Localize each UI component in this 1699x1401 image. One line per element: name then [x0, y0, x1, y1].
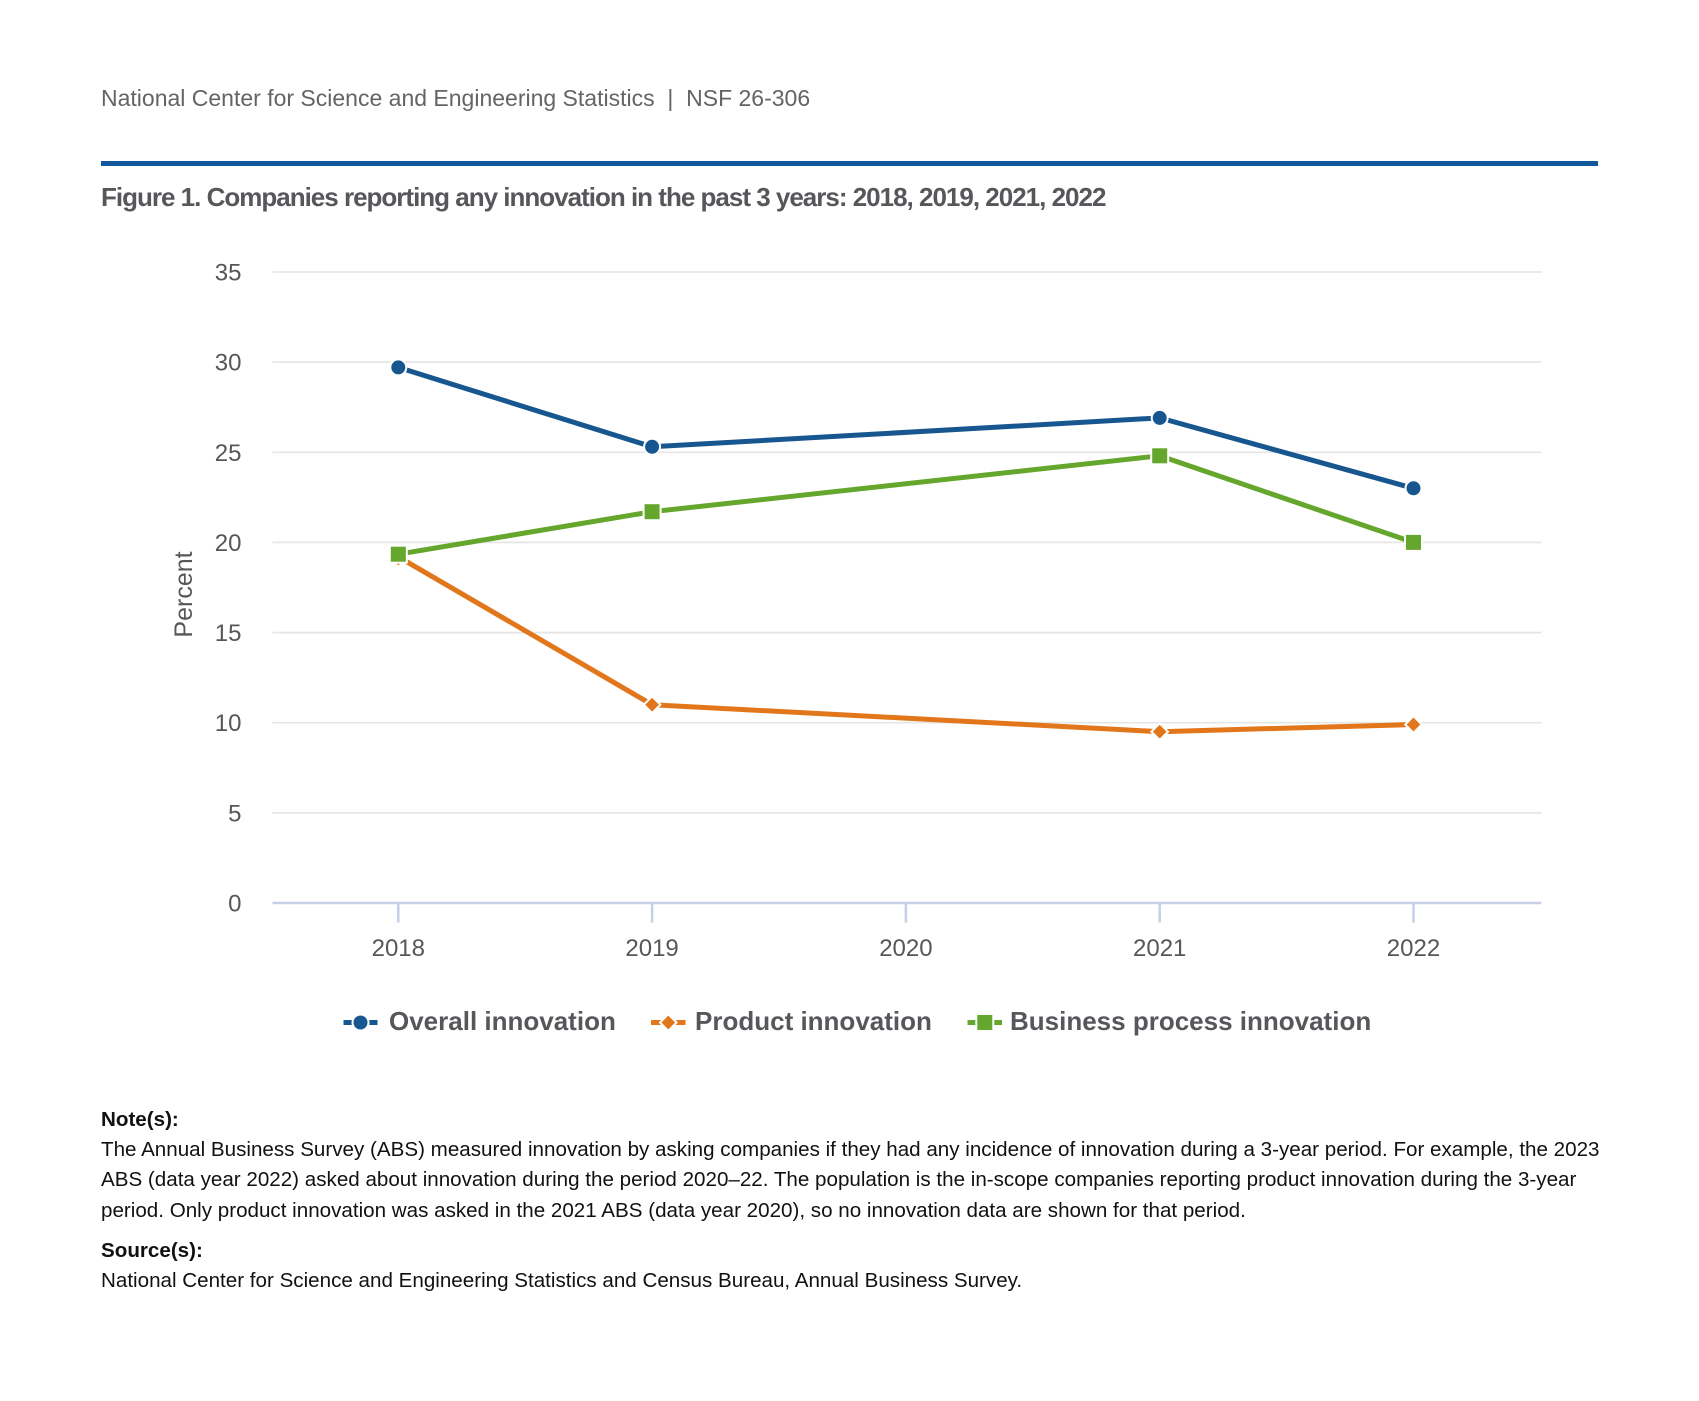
svg-text:Percent: Percent [170, 551, 198, 637]
svg-text:25: 25 [215, 440, 242, 467]
svg-text:20: 20 [215, 530, 242, 557]
svg-text:0: 0 [228, 891, 241, 918]
svg-text:2020: 2020 [879, 935, 932, 962]
svg-text:2022: 2022 [1387, 935, 1440, 962]
svg-text:2018: 2018 [372, 935, 425, 962]
svg-text:15: 15 [215, 620, 242, 647]
svg-text:5: 5 [228, 800, 241, 827]
svg-text:2021: 2021 [1133, 935, 1186, 962]
svg-text:30: 30 [215, 350, 242, 377]
svg-text:35: 35 [215, 260, 242, 287]
svg-text:10: 10 [215, 710, 242, 737]
svg-text:2019: 2019 [625, 935, 678, 962]
